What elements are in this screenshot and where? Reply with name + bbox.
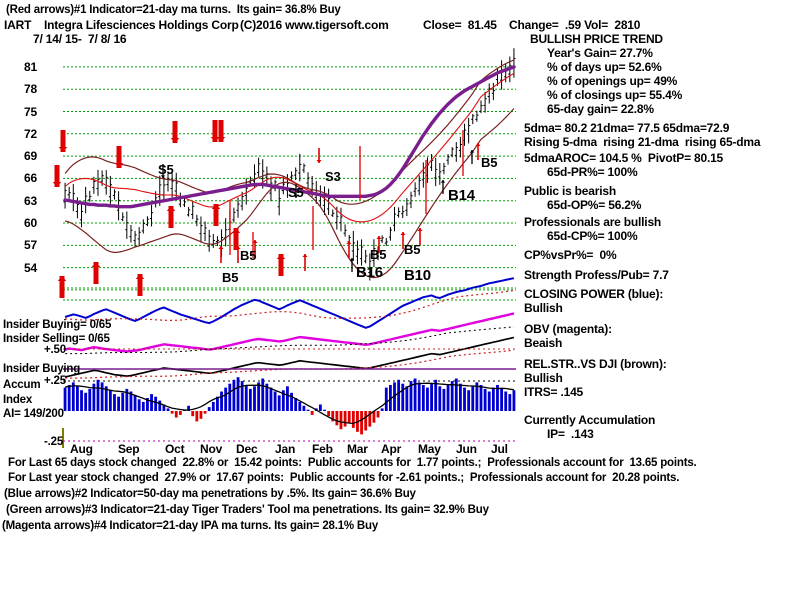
month-label-nov: Nov (200, 442, 223, 456)
panel-cp-vs-pr: CP%vsPr%= 0% (524, 248, 617, 262)
y-tick-75: 75 (24, 104, 37, 119)
month-label-apr: Apr (381, 442, 402, 456)
footer-line-3: (Blue arrows)#2 Indicator=50-day ma pene… (4, 488, 416, 500)
annotation-b5-4: B5 (481, 155, 498, 170)
month-label-oct: Oct (165, 442, 185, 456)
footer-line-4: (Green arrows)#3 Indicator=21-day Tiger … (6, 504, 489, 516)
index-label: Index (3, 394, 33, 406)
annotation-s3-2: S3 (325, 169, 341, 184)
month-label-dec: Dec (236, 442, 258, 456)
panel-closings-up: % of closings up= 55.4% (547, 88, 683, 102)
panel-public-status: Public is bearish (524, 184, 616, 198)
month-label-feb: Feb (312, 442, 333, 456)
y-tick-60: 60 (24, 216, 37, 230)
panel-strength: Strength Profess/Pub= 7.7 (524, 268, 669, 282)
month-label-mar: Mar (347, 442, 368, 456)
indicator-1-line: (Red arrows)#1 Indicator=21-day ma turns… (6, 4, 341, 16)
y-tick-54: 54 (24, 260, 37, 275)
insider-buying-label-2: Insider Buying (3, 363, 81, 375)
panel-rising-line: Rising 5-dma rising 21-dma rising 65-dma (524, 135, 761, 149)
ai-value-label: AI= 149/200 (3, 408, 64, 420)
annotation-b5-6: B5 (222, 270, 239, 285)
panel-professionals-status: Professionals are bullish (524, 215, 662, 229)
y-tick-81: 81 (24, 59, 37, 74)
panel-days-up: % of days up= 52.6% (547, 60, 662, 74)
insider-selling-label: Insider Selling= 0/65 (3, 333, 110, 345)
panel-openings-up: % of openings up= 49% (547, 74, 678, 88)
annotation-b10-10: B10 (404, 267, 431, 284)
panel-closing-power-title: CLOSING POWER (blue): (524, 287, 664, 301)
panel-closing-power-value: Bullish (524, 301, 563, 315)
panel-relstr-value: Bullish (524, 371, 563, 385)
panel-itrs: ITRS= .145 (524, 385, 584, 399)
footer-line-1: For Last 65 days stock changed 22.8% or … (8, 457, 697, 469)
panel-relstr-title: REL.STR..VS DJI (brown): (524, 357, 667, 371)
y-tick-66: 66 (24, 171, 37, 186)
footer-line-5: (Magenta arrows)#4 Indicator=21-day IPA … (2, 520, 379, 532)
month-label-aug: Aug (70, 442, 93, 456)
panel-cp65: 65d-CP%= 100% (547, 229, 638, 243)
panel-accum-title: Currently Accumulation (524, 413, 656, 427)
annotation-b5-7: B5 (370, 247, 387, 262)
company-name: Integra Lifesciences Holdings Corp (44, 18, 239, 32)
panel-obv-title: OBV (magenta): (524, 322, 612, 336)
close-value: Close= 81.45 (423, 18, 497, 32)
y-tick-78: 78 (24, 82, 37, 97)
y-tick-72: 72 (24, 126, 37, 141)
month-label-jun: Jun (456, 442, 477, 456)
month-label-jul: Jul (491, 442, 508, 456)
panel-years-gain: Year's Gain= 27.7% (547, 46, 653, 60)
panel-obv-value: Beaish (524, 336, 563, 350)
annotation-s5-1: S5 (288, 185, 304, 200)
annotation-s5-0: S5 (158, 162, 174, 177)
minus-25-level-label: -.25 (44, 436, 64, 448)
accum-label: Accum (3, 379, 41, 391)
panel-65day-gain: 65-day gain= 22.8% (547, 102, 654, 116)
insider-buying-label: Insider Buying= 0/65 (3, 319, 112, 331)
plus-25-level-label: +.25 (44, 375, 66, 387)
panel-trend-title: BULLISH PRICE TREND (530, 32, 663, 46)
panel-dma-line: 5dma= 80.2 21dma= 77.5 65dma=72.9 (524, 121, 730, 135)
panel-aroc-line: 5dmaAROC= 104.5 % PivotP= 80.15 (524, 151, 724, 165)
y-tick-69: 69 (24, 149, 37, 164)
date-range: 7/ 14/ 15- 7/ 8/ 16 (33, 32, 127, 46)
plus-50-level-label: +.50 (44, 344, 66, 356)
y-tick-63: 63 (24, 193, 37, 208)
panel-ip: IP= .143 (547, 427, 594, 441)
y-tick-57: 57 (24, 238, 37, 253)
annotation-b5-5: B5 (240, 248, 257, 263)
annotation-b14-3: B14 (448, 187, 475, 204)
copyright-notice: (C)2016 www.tigersoft.com (240, 18, 389, 32)
panel-op65: 65d-OP%= 56.2% (547, 198, 642, 212)
month-label-jan: Jan (275, 442, 296, 456)
month-label-may: May (418, 442, 441, 456)
ticker-symbol: IART (4, 18, 32, 32)
month-label-sep: Sep (118, 442, 140, 456)
panel-pr65: 65d-PR%= 100% (547, 165, 638, 179)
footer-line-2: For Last year stock changed 27.9% or 17.… (8, 472, 680, 484)
annotation-b16-9: B16 (356, 264, 383, 281)
annotation-b5-8: B5 (404, 242, 421, 257)
change-value: Change= .59 Vol= 2810 (509, 18, 641, 32)
